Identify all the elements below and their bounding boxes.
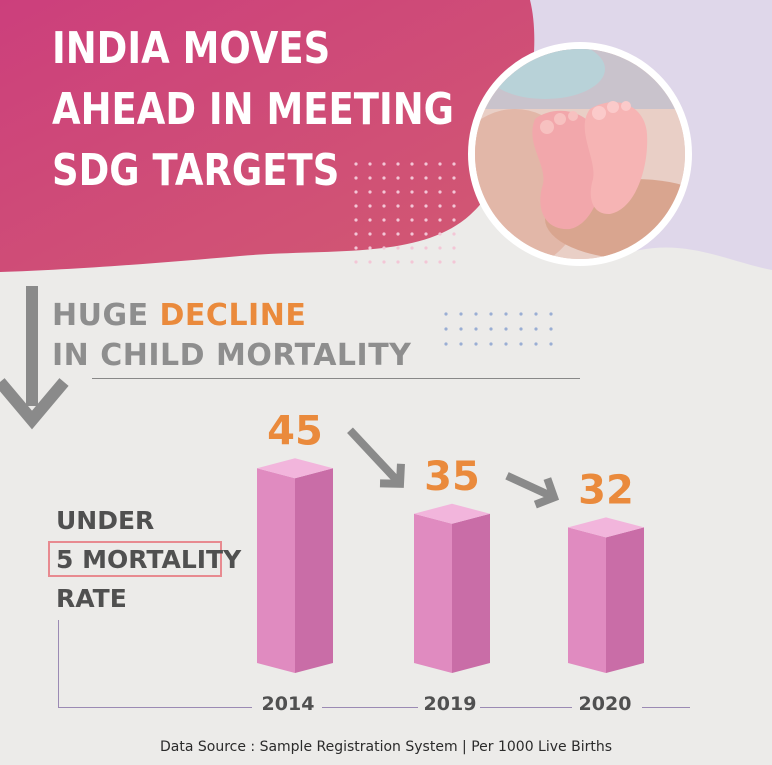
title-line-1: INDIA MOVES bbox=[52, 23, 331, 74]
ylabel-line-1: UNDER bbox=[56, 506, 155, 535]
subheading-decline: DECLINE bbox=[159, 298, 307, 333]
decline-arrow-head-icon bbox=[379, 463, 405, 488]
banner-dot-grid bbox=[354, 162, 456, 264]
bar bbox=[568, 517, 644, 673]
ylabel-line-3: RATE bbox=[56, 584, 127, 613]
decline-arrow-icon bbox=[347, 427, 403, 487]
title-line-3: SDG TARGETS bbox=[52, 145, 340, 196]
axis-line-segment bbox=[322, 707, 418, 708]
subheading-dot-grid bbox=[444, 312, 553, 346]
ylabel-highlight-box bbox=[48, 541, 222, 577]
subheading-line-2: IN CHILD MORTALITY bbox=[52, 338, 412, 373]
data-source-note: Data Source : Sample Registration System… bbox=[159, 739, 612, 755]
decline-arrow-icon bbox=[505, 472, 556, 502]
axis-line-segment bbox=[58, 707, 252, 708]
x-tick-label: 2019 bbox=[423, 693, 477, 715]
bar-value-label: 32 bbox=[578, 467, 634, 513]
ylabel-line-2: 5 MORTALITY bbox=[56, 545, 242, 574]
axis-line-segment bbox=[642, 707, 690, 708]
decline-arrow-head-icon bbox=[533, 477, 560, 509]
title-line-2: AHEAD IN MEETING bbox=[52, 84, 455, 135]
baby-feet-photo bbox=[468, 42, 692, 266]
bar-value-label: 35 bbox=[424, 454, 480, 500]
x-tick-label: 2014 bbox=[261, 693, 315, 715]
pink-blob bbox=[0, 0, 535, 272]
bar bbox=[414, 503, 490, 673]
subheading-line-1: HUGE DECLINE bbox=[52, 296, 306, 336]
axis-line-segment bbox=[480, 707, 572, 708]
bar bbox=[257, 458, 333, 673]
axis-vertical-line bbox=[58, 620, 59, 708]
decline-arrow-icon bbox=[0, 286, 69, 430]
x-tick-label: 2020 bbox=[578, 693, 632, 715]
subheading-huge: HUGE bbox=[52, 298, 160, 333]
page-title: INDIA MOVES AHEAD IN MEETING SDG TARGETS bbox=[52, 18, 454, 201]
subheading-divider bbox=[92, 378, 580, 379]
bar-value-label: 45 bbox=[267, 408, 323, 454]
